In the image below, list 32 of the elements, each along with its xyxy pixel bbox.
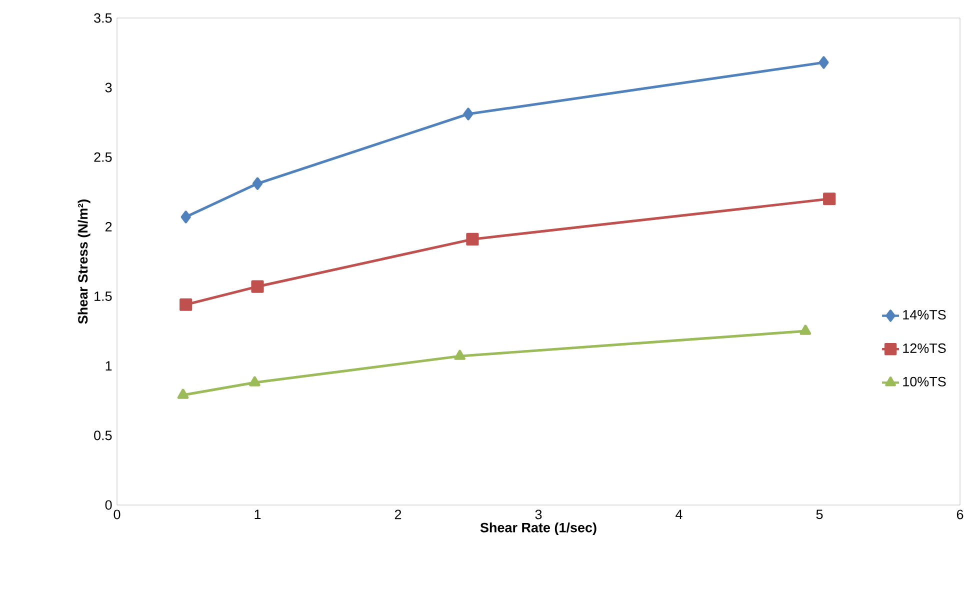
point (180, 210, 191, 224)
point (251, 280, 264, 293)
point (180, 298, 192, 311)
y-axis-title: Shear Stress (N/m²) (78, 200, 90, 324)
x-tick-label: 1 (254, 510, 261, 519)
x-tick-label: 5 (816, 510, 823, 520)
y-tick-label: 1.5 (94, 292, 112, 301)
y-tick-label: 0.5 (94, 430, 112, 440)
x-tick-label: 3 (535, 510, 542, 520)
y-tick-label: 3.5 (94, 13, 112, 23)
x-tick-label: 6 (956, 510, 964, 520)
point (252, 177, 263, 190)
point (249, 376, 260, 386)
y-tick-label: 3 (105, 82, 112, 92)
x-tick-label: 0 (114, 510, 120, 520)
point (466, 232, 479, 246)
y-tick-label: 2 (105, 222, 112, 232)
y-tick-label: 2.5 (94, 152, 112, 162)
x-tick-label: 2 (394, 510, 402, 520)
point (800, 324, 812, 335)
point (177, 388, 189, 399)
legend-label: 14%TS (903, 310, 946, 320)
point (818, 56, 829, 69)
x-tick-label: 4 (676, 510, 682, 519)
point (823, 192, 836, 206)
legend-label: 10%TS (903, 376, 946, 386)
y-tick-label: 1 (106, 361, 112, 370)
y-tick-label: 0 (105, 500, 112, 510)
point (463, 108, 474, 120)
point (454, 350, 466, 360)
x-axis-title: Shear Rate (1/sec) (480, 522, 596, 536)
legend-label: 12%TS (903, 343, 946, 353)
